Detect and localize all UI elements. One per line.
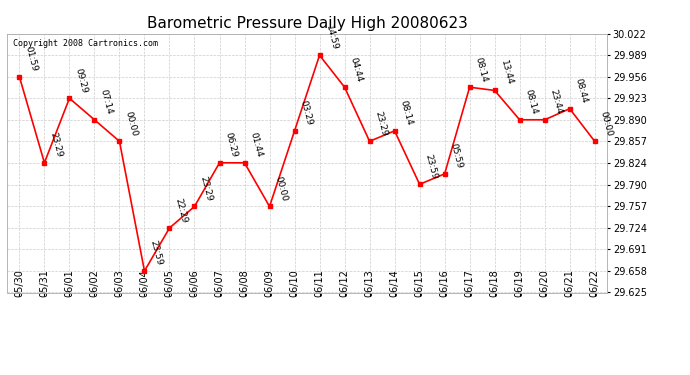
Text: 01:44: 01:44 <box>248 132 264 159</box>
Title: Barometric Pressure Daily High 20080623: Barometric Pressure Daily High 20080623 <box>146 16 468 31</box>
Text: 08:14: 08:14 <box>474 56 489 83</box>
Text: Copyright 2008 Cartronics.com: Copyright 2008 Cartronics.com <box>13 39 158 48</box>
Text: 23:29: 23:29 <box>374 110 389 137</box>
Text: 08:14: 08:14 <box>399 99 414 127</box>
Text: 03:29: 03:29 <box>299 99 314 127</box>
Text: 06:29: 06:29 <box>224 131 239 159</box>
Text: 13:44: 13:44 <box>499 59 514 86</box>
Text: 08:14: 08:14 <box>524 88 539 116</box>
Text: 00:00: 00:00 <box>274 175 289 202</box>
Text: 04:44: 04:44 <box>348 56 364 83</box>
Text: 23:29: 23:29 <box>199 175 214 202</box>
Text: 23:59: 23:59 <box>424 153 439 180</box>
Text: 08:44: 08:44 <box>574 78 589 105</box>
Text: 07:14: 07:14 <box>99 88 114 116</box>
Text: 22:29: 22:29 <box>174 197 189 224</box>
Text: 00:00: 00:00 <box>124 110 139 137</box>
Text: 09:29: 09:29 <box>74 67 89 94</box>
Text: 14:59: 14:59 <box>324 24 339 51</box>
Text: 23:44: 23:44 <box>549 88 564 116</box>
Text: 01:59: 01:59 <box>23 45 39 73</box>
Text: 23:59: 23:59 <box>148 240 164 267</box>
Text: 05:59: 05:59 <box>448 142 464 170</box>
Text: 23:29: 23:29 <box>48 132 64 159</box>
Text: 00:00: 00:00 <box>599 110 614 137</box>
